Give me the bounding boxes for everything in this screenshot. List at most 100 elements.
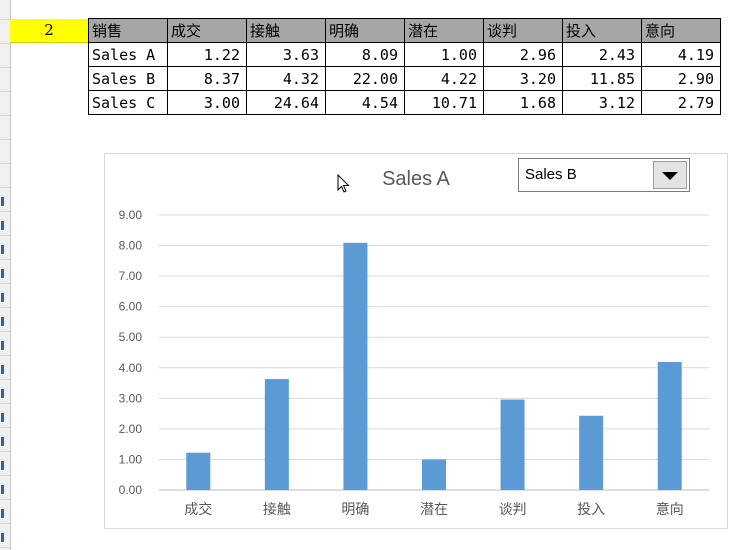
value-cell[interactable]: 3.00 — [167, 90, 247, 115]
x-tick-label: 潜在 — [420, 501, 448, 517]
row-header-divider — [0, 355, 10, 356]
row-number-cell[interactable]: 2 — [10, 19, 88, 43]
table-header-row: 销售 成交 接触 明确 潜在 谈判 投入 意向 — [88, 18, 721, 43]
row-header-mark — [1, 317, 4, 326]
row-header-divider — [0, 235, 10, 236]
row-header-mark — [1, 413, 4, 422]
header-cell[interactable]: 潜在 — [404, 18, 484, 43]
row-header-divider — [0, 67, 10, 68]
value-cell[interactable]: 22.00 — [325, 66, 405, 91]
x-tick-label: 投入 — [577, 501, 605, 517]
row-name-cell[interactable]: Sales C — [88, 90, 168, 115]
row-header-mark — [1, 341, 4, 350]
bar — [186, 452, 211, 490]
value-cell[interactable]: 1.00 — [404, 42, 484, 67]
row-header-divider — [0, 259, 10, 260]
header-cell[interactable]: 接触 — [246, 18, 326, 43]
x-tick-label: 意向 — [656, 501, 684, 517]
mouse-pointer-icon — [337, 174, 350, 193]
value-cell[interactable]: 2.43 — [562, 42, 642, 67]
triangle-down-icon — [662, 172, 678, 180]
chart-area[interactable]: 0.00 1.00 2.00 3.00 4.00 5.00 6.00 7.00 8.00 9.00… — [104, 153, 728, 529]
row-header-divider — [0, 427, 10, 428]
value-cell[interactable]: 2.96 — [483, 42, 563, 67]
y-tick-label: 6.00 — [119, 300, 143, 314]
row-header-mark — [1, 533, 4, 542]
value-cell[interactable]: 4.54 — [325, 90, 405, 115]
row-header-mark — [1, 461, 4, 470]
row-header-mark — [1, 197, 4, 206]
value-cell[interactable]: 3.20 — [483, 66, 563, 91]
row-header-mark — [1, 509, 4, 518]
value-cell[interactable]: 3.63 — [246, 42, 326, 67]
dropdown-selected-value: Sales B — [525, 166, 577, 183]
row-header-mark — [1, 389, 4, 398]
row-header-divider — [0, 211, 10, 212]
value-cell[interactable]: 4.19 — [641, 42, 721, 67]
row-header-divider — [0, 475, 10, 476]
row-header-divider — [0, 139, 10, 140]
row-header-divider — [0, 547, 10, 548]
value-cell[interactable]: 24.64 — [246, 90, 326, 115]
row-name-cell[interactable]: Sales B — [88, 66, 168, 91]
y-tick-label: 7.00 — [119, 269, 143, 283]
row-header-divider — [0, 283, 10, 284]
row-header-divider — [0, 163, 10, 164]
row-header-divider — [0, 43, 10, 44]
row-header-divider — [0, 331, 10, 332]
table-row: Sales C 3.00 24.64 4.54 10.71 1.68 3.12 … — [88, 90, 721, 115]
row-header-divider — [0, 379, 10, 380]
row-header-mark — [1, 245, 4, 254]
header-cell[interactable]: 明确 — [325, 18, 405, 43]
y-tick-label: 2.00 — [119, 422, 143, 436]
row-header-divider — [0, 91, 10, 92]
y-tick-label: 0.00 — [119, 483, 143, 497]
value-cell[interactable]: 1.22 — [167, 42, 247, 67]
value-cell[interactable]: 8.09 — [325, 42, 405, 67]
bar — [657, 361, 682, 490]
y-tick-label: 5.00 — [119, 330, 143, 344]
row-header-mark — [1, 365, 4, 374]
y-tick-label: 8.00 — [119, 239, 143, 253]
row-header-divider — [0, 19, 10, 20]
table-row: Sales A 1.22 3.63 8.09 1.00 2.96 2.43 4.… — [88, 42, 721, 67]
row-header-divider — [0, 307, 10, 308]
table-row: Sales B 8.37 4.32 22.00 4.22 3.20 11.85 … — [88, 66, 721, 91]
row-header-strip — [0, 0, 11, 550]
row-name-cell[interactable]: Sales A — [88, 42, 168, 67]
y-tick-label: 9.00 — [119, 208, 143, 222]
x-tick-label: 明确 — [341, 501, 369, 517]
value-cell[interactable]: 11.85 — [562, 66, 642, 91]
header-cell[interactable]: 意向 — [641, 18, 721, 43]
sales-select-dropdown[interactable]: Sales B — [518, 158, 690, 192]
header-cell[interactable]: 销售 — [88, 18, 168, 43]
dropdown-arrow-button[interactable] — [653, 161, 687, 189]
x-tick-label: 接触 — [263, 501, 291, 517]
bar — [422, 459, 446, 490]
x-tick-label: 谈判 — [499, 501, 527, 517]
bar-chart: 0.00 1.00 2.00 3.00 4.00 5.00 6.00 7.00 8.00 9.00… — [119, 208, 709, 517]
value-cell[interactable]: 2.79 — [641, 90, 721, 115]
row-header-divider — [0, 499, 10, 500]
row-header-divider — [0, 187, 10, 188]
row-header-divider — [0, 403, 10, 404]
value-cell[interactable]: 8.37 — [167, 66, 247, 91]
sales-table: 销售 成交 接触 明确 潜在 谈判 投入 意向 Sales A 1.22 3.6… — [88, 18, 721, 115]
row-header-mark — [1, 221, 4, 230]
row-header-divider — [0, 115, 10, 116]
y-tick-label: 1.00 — [119, 452, 143, 466]
header-cell[interactable]: 谈判 — [483, 18, 563, 43]
value-cell[interactable]: 4.22 — [404, 66, 484, 91]
bar — [264, 379, 289, 490]
header-cell[interactable]: 成交 — [167, 18, 247, 43]
bar — [579, 415, 604, 490]
chart-title: Sales A — [382, 168, 450, 190]
row-header-mark — [1, 485, 4, 494]
value-cell[interactable]: 10.71 — [404, 90, 484, 115]
value-cell[interactable]: 4.32 — [246, 66, 326, 91]
value-cell[interactable]: 1.68 — [483, 90, 563, 115]
header-cell[interactable]: 投入 — [562, 18, 642, 43]
value-cell[interactable]: 2.90 — [641, 66, 721, 91]
bar — [343, 242, 368, 490]
value-cell[interactable]: 3.12 — [562, 90, 642, 115]
